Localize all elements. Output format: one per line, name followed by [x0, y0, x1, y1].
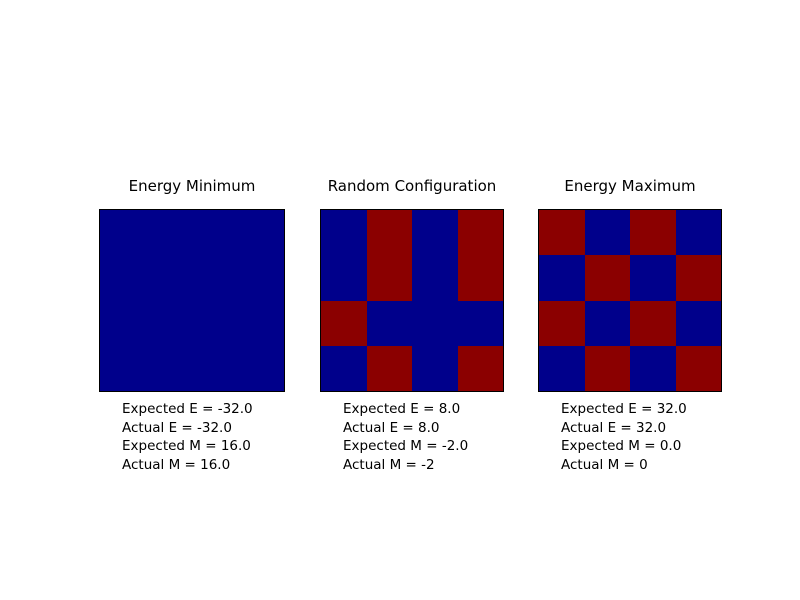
- spin-cell: [584, 345, 630, 391]
- spin-cell: [146, 345, 192, 391]
- spin-cell: [630, 210, 676, 256]
- spin-cell: [192, 345, 238, 391]
- spin-cell: [584, 300, 630, 346]
- spin-cell: [321, 210, 367, 256]
- spin-cell: [539, 255, 585, 301]
- spin-cell: [366, 345, 412, 391]
- stat-actual-e: Actual E = -32.0: [122, 419, 232, 436]
- panel-energy-maximum: Energy Maximum Expected E = 32.0 Actual …: [538, 177, 722, 473]
- spin-cell: [457, 210, 503, 256]
- stat-actual-e: Actual E = 32.0: [561, 419, 667, 436]
- spin-cell: [457, 300, 503, 346]
- stat-expected-e: Expected E = -32.0: [122, 401, 253, 417]
- stat-expected-e: Expected E = 8.0: [343, 401, 461, 417]
- spin-cell: [675, 345, 721, 391]
- spin-cell: [321, 255, 367, 301]
- spin-cell: [321, 300, 367, 346]
- spin-cell: [539, 300, 585, 346]
- spin-cell: [675, 255, 721, 301]
- spin-cell: [192, 255, 238, 301]
- panel-random-configuration: Random Configuration Expected E = 8.0 Ac…: [320, 177, 504, 473]
- spin-cell: [539, 210, 585, 256]
- spin-cell: [366, 255, 412, 301]
- stat-actual-m: Actual M = -2: [343, 456, 435, 473]
- panel-energy-minimum: Energy Minimum Expected E = -32.0 Actual…: [99, 177, 285, 473]
- spin-cell: [412, 210, 458, 256]
- panel-title: Energy Maximum: [564, 177, 696, 195]
- spin-cell: [100, 255, 146, 301]
- spin-cell: [238, 255, 284, 301]
- spin-cell: [457, 345, 503, 391]
- spin-cell: [539, 345, 585, 391]
- stat-actual-m: Actual M = 16.0: [122, 456, 231, 473]
- spin-cell: [238, 210, 284, 256]
- spin-cell: [630, 345, 676, 391]
- stat-expected-m: Expected M = 16.0: [122, 438, 251, 454]
- panel-title: Energy Minimum: [128, 177, 256, 195]
- stat-expected-m: Expected M = -2.0: [343, 438, 469, 454]
- spin-grid: [100, 210, 284, 391]
- spin-cell: [584, 255, 630, 301]
- spin-cell: [321, 345, 367, 391]
- stat-expected-m: Expected M = 0.0: [561, 438, 682, 454]
- spin-cell: [192, 210, 238, 256]
- spin-cell: [412, 300, 458, 346]
- spin-cell: [146, 255, 192, 301]
- spin-cell: [457, 255, 503, 301]
- spin-cell: [100, 300, 146, 346]
- spin-cell: [675, 300, 721, 346]
- spin-cell: [412, 345, 458, 391]
- stats-block: Expected E = -32.0 Actual E = -32.0 Expe…: [122, 400, 253, 474]
- spin-cell: [146, 210, 192, 256]
- spin-grid: [539, 210, 721, 391]
- stats-block: Expected E = 8.0 Actual E = 8.0 Expected…: [343, 400, 468, 474]
- spin-cell: [238, 345, 284, 391]
- spin-cell: [238, 300, 284, 346]
- spin-cell: [412, 255, 458, 301]
- spin-cell: [100, 210, 146, 256]
- stats-block: Expected E = 32.0 Actual E = 32.0 Expect…: [561, 400, 687, 474]
- stat-actual-m: Actual M = 0: [561, 456, 648, 473]
- spin-cell: [366, 300, 412, 346]
- stat-actual-e: Actual E = 8.0: [343, 419, 440, 436]
- spin-cell: [366, 210, 412, 256]
- spin-cell: [630, 300, 676, 346]
- spin-cell: [146, 300, 192, 346]
- spin-cell: [100, 345, 146, 391]
- spin-cell: [630, 255, 676, 301]
- spin-cell: [675, 210, 721, 256]
- spin-grid: [321, 210, 503, 391]
- panel-title: Random Configuration: [327, 177, 497, 195]
- spin-cell: [584, 210, 630, 256]
- spin-cell: [192, 300, 238, 346]
- stat-expected-e: Expected E = 32.0: [561, 401, 687, 417]
